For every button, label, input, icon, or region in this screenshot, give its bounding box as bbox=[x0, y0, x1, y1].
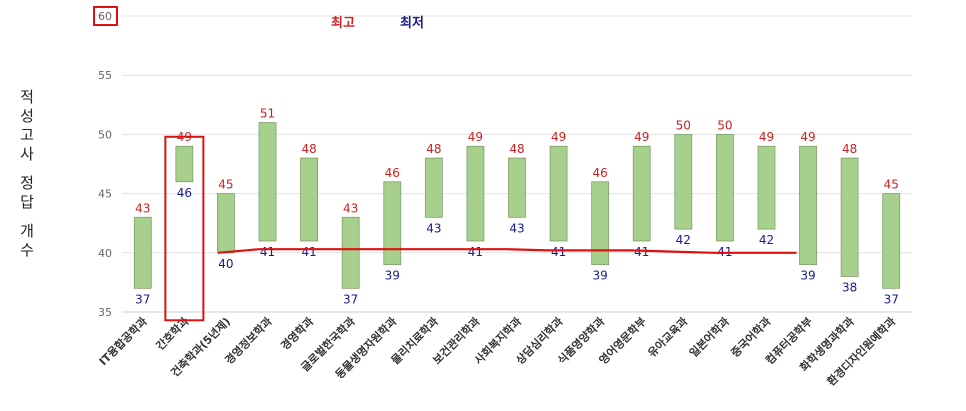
y-tick-label: 35 bbox=[98, 306, 112, 319]
bar bbox=[258, 122, 277, 242]
min-data-label: 40 bbox=[218, 257, 233, 271]
bar bbox=[217, 193, 235, 254]
y-tick-label: 60 bbox=[98, 10, 112, 23]
y-tick-labels: 35 40 45 50 55 60 bbox=[98, 10, 112, 319]
bar bbox=[591, 181, 610, 266]
max-data-label: 49 bbox=[800, 130, 815, 144]
y-tick-label: 40 bbox=[98, 247, 112, 260]
bar bbox=[466, 145, 485, 242]
max-data-label: 45 bbox=[884, 178, 899, 192]
min-data-label: 41 bbox=[260, 245, 275, 259]
bar bbox=[799, 145, 817, 266]
min-data-label: 37 bbox=[884, 292, 899, 306]
min-data-label: 42 bbox=[759, 233, 774, 247]
max-data-label: 49 bbox=[468, 130, 483, 144]
legend-min-label: 최저 bbox=[400, 16, 424, 31]
min-data-label: 39 bbox=[800, 269, 815, 283]
min-data-label: 41 bbox=[468, 245, 483, 259]
y-axis-label-line-1: 적성고사 bbox=[20, 88, 34, 163]
x-tick-label: 일본어학과 bbox=[686, 314, 732, 360]
max-data-label: 49 bbox=[634, 130, 649, 144]
y-axis-label-line-3: 개수 bbox=[20, 222, 34, 259]
min-data-label: 41 bbox=[551, 245, 566, 259]
x-tick-label: 경영학과 bbox=[278, 314, 317, 353]
bar bbox=[383, 181, 402, 266]
max-data-label: 48 bbox=[509, 142, 524, 156]
min-data-label: 39 bbox=[385, 269, 400, 283]
bar bbox=[133, 216, 152, 289]
bar bbox=[882, 193, 901, 289]
y-tick-label: 55 bbox=[98, 69, 112, 82]
x-tick-label: 환경디자인원예학과 bbox=[824, 314, 898, 388]
bar bbox=[341, 216, 360, 289]
min-data-label: 37 bbox=[343, 292, 358, 306]
bar bbox=[508, 157, 526, 218]
max-data-label: 48 bbox=[301, 142, 316, 156]
max-data-label: 43 bbox=[135, 201, 150, 215]
x-tick-label: IT융합공학과 bbox=[96, 314, 150, 368]
y-axis-label: 적성고사 정답 개수 bbox=[14, 88, 40, 260]
max-data-label: 50 bbox=[676, 118, 691, 132]
bar bbox=[424, 157, 443, 218]
max-data-label: 48 bbox=[426, 142, 441, 156]
max-data-label: 50 bbox=[717, 118, 732, 132]
legend-max-label: 최고 bbox=[331, 16, 355, 31]
min-data-label: 43 bbox=[509, 221, 524, 235]
min-data-label: 43 bbox=[426, 221, 441, 235]
y-tick-label: 50 bbox=[98, 128, 112, 141]
min-data-label: 39 bbox=[593, 269, 608, 283]
min-data-label: 42 bbox=[676, 233, 691, 247]
max-data-label: 48 bbox=[842, 142, 857, 156]
highlight-box bbox=[164, 135, 205, 322]
min-data-label: 46 bbox=[177, 186, 192, 200]
bar bbox=[632, 145, 651, 242]
annotations bbox=[93, 6, 797, 322]
bar bbox=[674, 133, 693, 230]
min-data-label: 38 bbox=[842, 280, 857, 294]
x-tick-label: 유아교육과 bbox=[645, 314, 691, 360]
min-data-label: 41 bbox=[634, 245, 649, 259]
bar bbox=[300, 157, 319, 242]
max-data-label: 45 bbox=[218, 178, 233, 192]
bar bbox=[840, 157, 859, 277]
bar bbox=[757, 145, 776, 230]
highlight-tick-box bbox=[93, 6, 118, 26]
trend-line bbox=[217, 248, 797, 254]
bar bbox=[715, 133, 734, 242]
max-data-label: 49 bbox=[551, 130, 566, 144]
y-axis-label-line-2: 정답 bbox=[20, 174, 34, 211]
data-labels: 43 37 49 46 45 40 51 41 48 41 43 37 46 39 48 43 49 41 48 43… bbox=[135, 107, 899, 307]
max-data-label: 46 bbox=[385, 166, 400, 180]
max-data-label: 51 bbox=[260, 107, 275, 121]
max-data-label: 46 bbox=[593, 166, 608, 180]
max-data-label: 49 bbox=[759, 130, 774, 144]
y-tick-label: 45 bbox=[98, 188, 112, 201]
legend: 최고 최저 bbox=[331, 16, 424, 31]
bar bbox=[175, 145, 194, 183]
bar bbox=[549, 145, 568, 242]
max-data-label: 43 bbox=[343, 201, 358, 215]
min-data-label: 41 bbox=[301, 245, 316, 259]
min-data-label: 37 bbox=[135, 292, 150, 306]
bars bbox=[133, 122, 901, 289]
gridlines bbox=[122, 15, 912, 313]
